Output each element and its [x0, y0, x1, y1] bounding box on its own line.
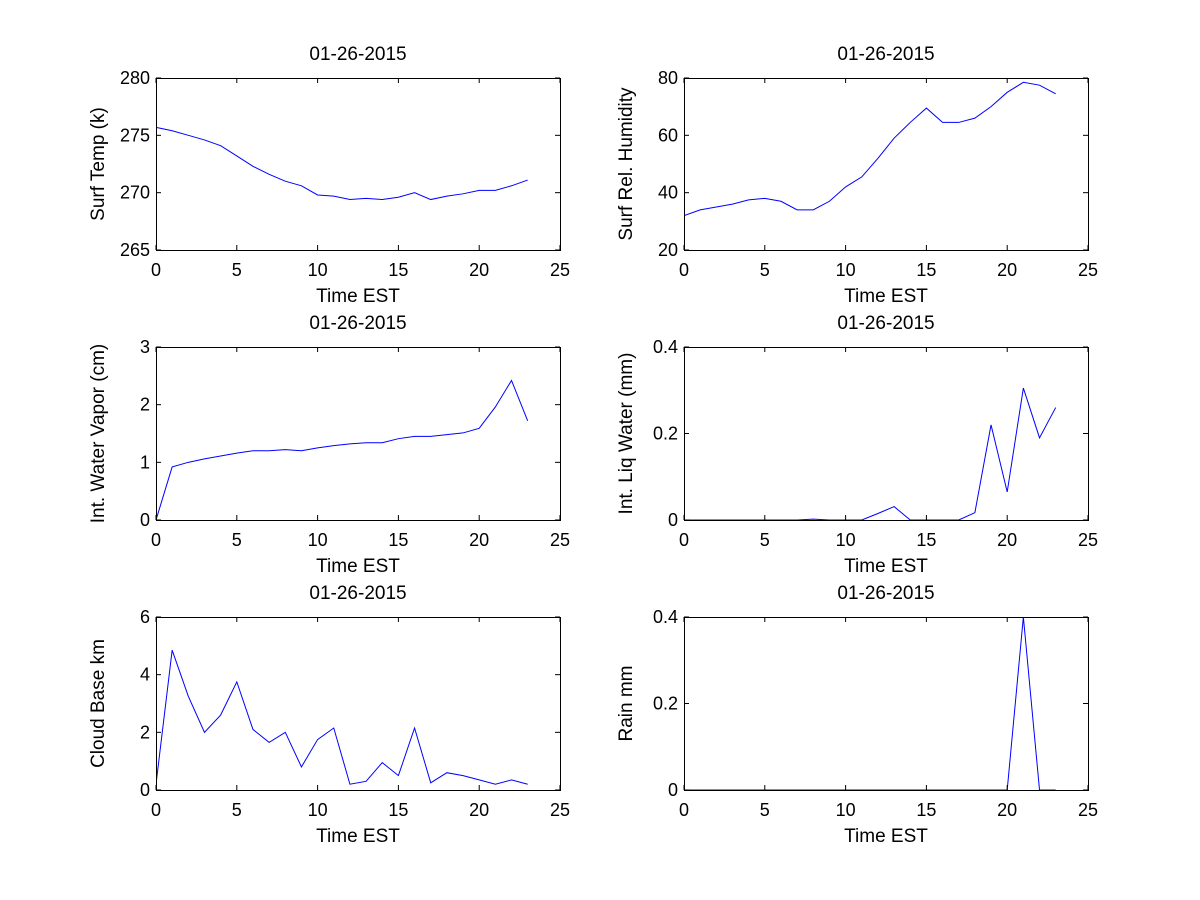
x-tick-label: 20 — [469, 800, 489, 820]
data-series-line — [156, 649, 528, 785]
y-tick-label: 80 — [658, 68, 678, 88]
x-tick-label: 20 — [469, 530, 489, 550]
x-tick-label: 0 — [151, 530, 161, 550]
x-tick-label: 5 — [760, 800, 770, 820]
y-tick-label: 2 — [140, 395, 150, 415]
x-tick-label: 5 — [760, 530, 770, 550]
x-tick-label: 10 — [836, 800, 856, 820]
chart-title: 01-26-2015 — [309, 313, 406, 334]
x-tick-label: 25 — [1078, 800, 1098, 820]
axes-frame — [684, 78, 1089, 251]
y-tick-label: 0 — [140, 780, 150, 800]
x-axis-label: Time EST — [316, 826, 400, 847]
chart-1: 0 5 10 15 20 25 265 270 275 280 01-26-2015 Time EST… — [88, 44, 570, 307]
axes-frame — [156, 78, 561, 251]
chart-2: 0 5 10 15 20 25 20 40 60 80 01-26-2015 Time EST Surf… — [616, 44, 1098, 307]
y-axis-label: Cloud Base km — [88, 639, 109, 768]
x-tick-label: 0 — [679, 530, 689, 550]
y-axis-label: Int. Water Vapor (cm) — [88, 344, 109, 523]
x-tick-label: 0 — [679, 260, 689, 280]
chart-title: 01-26-2015 — [837, 44, 934, 65]
axes-frame — [156, 617, 561, 791]
y-tick-label: 280 — [120, 68, 150, 88]
y-tick-label: 0 — [668, 510, 678, 530]
x-tick-label: 10 — [836, 260, 856, 280]
x-tick-label: 0 — [679, 800, 689, 820]
y-tick-label: 0 — [140, 510, 150, 530]
x-tick-label: 0 — [151, 260, 161, 280]
x-tick-label: 25 — [1078, 260, 1098, 280]
x-tick-label: 10 — [308, 530, 328, 550]
x-tick-label: 15 — [916, 260, 936, 280]
chart-title: 01-26-2015 — [309, 583, 406, 604]
x-tick-label: 10 — [308, 800, 328, 820]
y-tick-label: 4 — [140, 665, 150, 685]
x-tick-label: 10 — [308, 260, 328, 280]
chart-title: 01-26-2015 — [837, 313, 934, 334]
x-axis-label: Time EST — [844, 286, 928, 307]
x-axis-label: Time EST — [316, 286, 400, 307]
x-tick-label: 20 — [469, 260, 489, 280]
y-tick-label: 0 — [668, 780, 678, 800]
data-series-line — [156, 126, 528, 201]
y-tick-label: 0.4 — [653, 607, 678, 627]
chart-title: 01-26-2015 — [309, 44, 406, 65]
x-axis-label: Time EST — [316, 556, 400, 577]
x-tick-label: 0 — [151, 800, 161, 820]
y-tick-label: 60 — [658, 125, 678, 145]
y-axis-label: Int. Liq Water (mm) — [616, 353, 637, 515]
x-tick-label: 20 — [997, 530, 1017, 550]
y-axis-label: Surf Rel. Humidity — [616, 87, 637, 241]
x-tick-label: 25 — [550, 530, 570, 550]
x-tick-label: 10 — [836, 530, 856, 550]
x-tick-label: 15 — [916, 800, 936, 820]
x-tick-label: 25 — [550, 800, 570, 820]
y-tick-label: 2 — [140, 722, 150, 742]
x-axis-label: Time EST — [844, 826, 928, 847]
x-tick-label: 20 — [997, 800, 1017, 820]
chart-6: 0 5 10 15 20 25 0 0.2 0.4 01-26-2015 Time EST Rain … — [616, 583, 1098, 847]
x-axis-label: Time EST — [844, 556, 928, 577]
x-tick-label: 5 — [232, 260, 242, 280]
x-tick-label: 20 — [997, 260, 1017, 280]
y-tick-label: 1 — [140, 452, 150, 472]
x-tick-label: 25 — [550, 260, 570, 280]
x-tick-label: 5 — [232, 800, 242, 820]
y-tick-label: 0.4 — [653, 337, 678, 357]
y-tick-label: 20 — [658, 240, 678, 260]
y-tick-label: 40 — [658, 183, 678, 203]
y-tick-label: 270 — [120, 183, 150, 203]
y-tick-label: 275 — [120, 125, 150, 145]
x-tick-label: 15 — [388, 530, 408, 550]
chart-4: 0 5 10 15 20 25 0 0.2 0.4 01-26-2015 Time EST Int. … — [616, 313, 1098, 577]
data-series-line — [684, 387, 1057, 520]
y-tick-label: 0.2 — [653, 694, 678, 714]
y-tick-label: 0.2 — [653, 424, 678, 444]
data-series-line — [156, 379, 529, 520]
y-axis-label: Rain mm — [616, 665, 637, 741]
chart-5: 0 5 10 15 20 25 0 2 4 6 01-26-2015 Time EST Cloud Ba… — [88, 583, 570, 847]
y-tick-label: 3 — [140, 337, 150, 357]
data-series-line — [684, 81, 1056, 217]
x-tick-label: 25 — [1078, 530, 1098, 550]
y-axis-label: Surf Temp (k) — [88, 107, 109, 221]
x-tick-label: 15 — [388, 260, 408, 280]
x-tick-label: 15 — [388, 800, 408, 820]
axes-frame — [156, 347, 561, 521]
x-tick-label: 5 — [232, 530, 242, 550]
chart-3: 0 5 10 15 20 25 0 1 2 3 01-26-2015 Time EST Int. Wat… — [88, 313, 570, 577]
x-tick-label: 15 — [916, 530, 936, 550]
chart-title: 01-26-2015 — [837, 583, 934, 604]
x-tick-label: 5 — [760, 260, 770, 280]
y-tick-label: 6 — [140, 607, 150, 627]
y-tick-label: 265 — [120, 240, 150, 260]
